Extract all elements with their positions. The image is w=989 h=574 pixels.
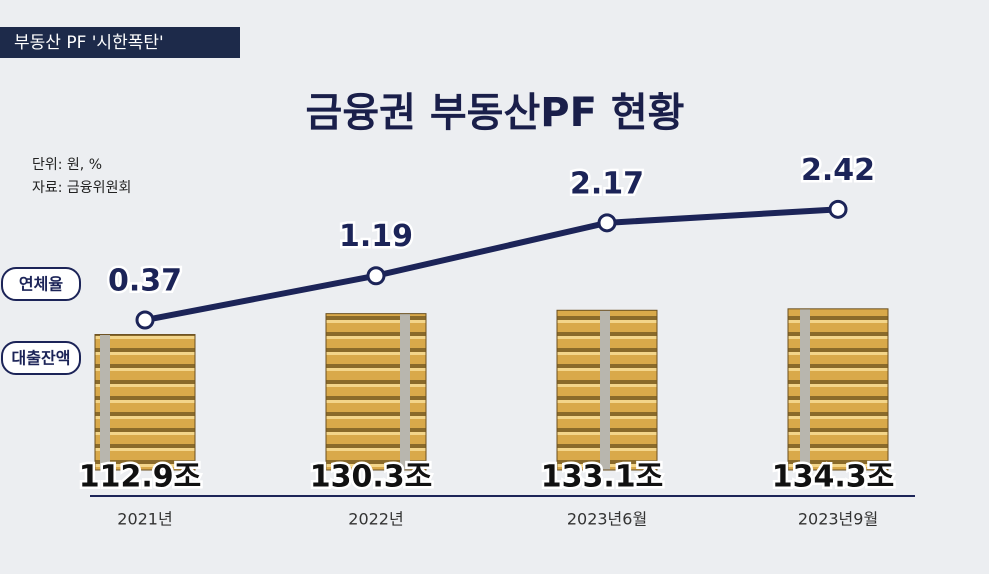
chart-title: 금융권 부동산PF 현황	[306, 90, 685, 136]
banner: 부동산 PF '시한폭탄'	[14, 33, 164, 53]
point-label: 2.42	[801, 153, 875, 188]
x-tick-label: 2021년	[117, 510, 172, 529]
point-label: 0.37	[108, 264, 182, 299]
rate-line	[144, 206, 839, 323]
rate-point	[366, 266, 386, 286]
money-stack	[94, 334, 196, 471]
legend-entry: 연체율	[19, 275, 63, 294]
unit-note: 단위: 원, %	[32, 157, 102, 173]
value-label: 130.3조	[310, 460, 433, 495]
legend-entry: 대출잔액	[12, 349, 71, 368]
rate-point	[597, 213, 617, 233]
money-stack	[556, 309, 658, 471]
x-tick-label: 2023년9월	[798, 510, 878, 529]
source-note: 자료: 금융위원회	[32, 180, 131, 196]
rate-point	[135, 310, 155, 330]
banner-box	[0, 27, 240, 58]
value-label: 134.3조	[772, 460, 895, 495]
rate-point	[828, 199, 848, 219]
legend-bubble	[1, 341, 81, 375]
x-tick-label: 2023년6월	[567, 510, 647, 529]
x-tick-label: 2022년	[348, 510, 403, 529]
point-label: 1.19	[339, 219, 413, 254]
value-label: 112.9조	[79, 460, 202, 495]
value-label: 133.1조	[541, 460, 664, 495]
point-label: 2.17	[570, 166, 644, 201]
money-stack	[787, 308, 889, 471]
money-stack	[325, 313, 427, 471]
legend-bubble	[1, 267, 81, 301]
